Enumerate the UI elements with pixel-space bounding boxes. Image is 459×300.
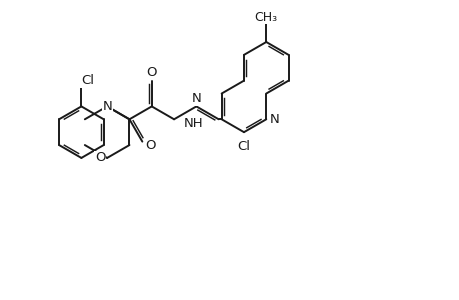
Text: N: N <box>191 92 201 105</box>
Text: O: O <box>95 152 105 164</box>
Text: Cl: Cl <box>81 74 94 87</box>
Text: O: O <box>146 66 157 79</box>
Text: CH₃: CH₃ <box>254 11 277 23</box>
Text: N: N <box>102 100 112 113</box>
Text: NH: NH <box>184 117 203 130</box>
Text: N: N <box>269 113 279 126</box>
Text: O: O <box>145 139 155 152</box>
Text: Cl: Cl <box>237 140 250 152</box>
